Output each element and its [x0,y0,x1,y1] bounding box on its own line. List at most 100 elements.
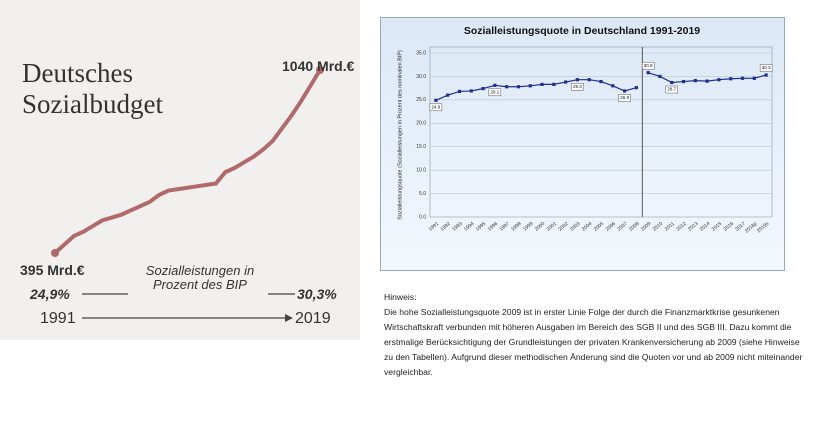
marker [540,82,544,86]
marker [528,84,532,88]
data-label: 28.7 [667,87,676,92]
series-line [435,79,637,101]
x-tick-label: 2012 [675,221,688,233]
x-tick-label: 1998 [510,221,523,233]
note: Hinweis: Die hohe Sozialleistungsquote 2… [384,290,804,380]
marker [587,78,591,82]
marker [481,87,485,91]
marker [516,85,521,89]
marker [658,74,662,79]
y-tick-label: 25.0 [416,97,426,103]
marker [457,89,462,94]
marker [493,83,497,87]
marker [705,79,709,83]
x-tick-label: 2004 [581,221,594,233]
y-tick-label: 15.0 [416,144,426,150]
x-tick-label: 2003 [569,221,582,233]
note-text: Die hohe Sozialleistungsquote 2009 ist i… [384,307,803,377]
label-box [429,103,443,112]
marker [717,78,721,82]
x-tick-label: 2011 [664,221,676,233]
x-tick-label: 2013 [687,221,700,233]
chart-title: Sozialleistungsquote in Deutschland 1991… [464,25,700,37]
line-plot [51,66,324,257]
x-tick-label: 2017 [734,221,747,233]
start-share: 24,9% [30,286,70,302]
marker [575,78,580,82]
label-box [641,61,655,70]
marker [646,71,650,75]
marker [752,76,756,80]
end-point [316,66,324,74]
chart-frame [380,17,785,271]
label-box [618,94,631,102]
data-label: 29.3 [573,84,582,89]
data-label: 26.9 [620,95,629,100]
y-tick-label: 10.0 [416,167,426,173]
x-tick-label: 2001 [546,221,559,233]
x-tick-label: 2010 [652,221,665,233]
x-tick-label: 2007 [616,221,629,233]
marker [564,80,568,84]
start-label: 395 Mrd.€ [20,262,85,278]
marker [681,79,686,84]
label-box [759,64,773,72]
marker [505,85,509,89]
x-tick-label: 1995 [475,221,488,233]
start-year: 1991 [40,310,76,327]
data-label: 28.1 [490,90,499,95]
marker [634,86,638,90]
x-tick-label: 2005 [593,221,606,233]
data-label: 24.9 [432,105,441,110]
marker [611,84,615,88]
end-label: 1040 Mrd.€ [282,58,355,74]
x-tick-label: 1993 [451,221,464,233]
chart: Sozialleistungsquote in Deutschland 1991… [380,17,785,271]
marker [729,77,733,81]
x-tick-label: 1994 [463,221,476,233]
x-tick-label: 2000 [534,221,547,233]
newspaper-chart: Deutsches Sozialbudget 1040 Mrd.€ 395 Mr… [0,0,360,340]
label-box [665,85,678,94]
y-tick-label: 30.0 [416,74,426,80]
y-tick-label: 5.0 [419,191,426,197]
data-label: 30.8 [644,63,653,68]
y-axis-label: Sozialleistungsquote (Sozialleistungen i… [397,50,403,220]
end-year: 2019 [295,310,331,327]
marker [670,80,674,85]
marker [764,73,768,77]
x-tick-label: 1996 [487,221,500,233]
x-tick-label: 2014 [699,221,712,233]
x-tick-label: 2009 [640,221,653,233]
x-tick-label: 2016 [722,221,735,233]
marker [434,98,438,102]
marker [446,93,450,97]
marker [622,89,627,93]
x-tick-label: 2006 [605,221,618,233]
x-tick-label: 2008 [628,221,641,233]
y-tick-label: 0.0 [419,214,426,220]
label-box [488,88,502,97]
marker [552,82,556,86]
x-tick-label: 1999 [522,221,535,233]
chart-title: Deutsches Sozialbudget [22,58,163,119]
x-tick-label: 2002 [557,221,570,233]
marker [469,89,473,93]
label-box [571,83,584,91]
sozialbudget-line [53,68,322,255]
y-tick-label: 35.0 [416,50,426,56]
x-tick-label: 1992 [439,221,452,233]
marker [740,76,745,80]
end-share: 30,3% [297,286,337,302]
note-heading: Hinweis: [384,292,417,302]
y-tick-label: 20.0 [416,121,426,127]
caption: Sozialleistungen in Prozent des BIP [145,263,255,292]
x-tick-label: 1997 [498,221,511,233]
x-tick-label: 1991 [428,221,441,233]
marker [599,79,603,84]
end-point [51,249,59,257]
x-tick-label: 2015 [711,221,724,233]
marker [693,79,697,83]
data-label: 30.3 [762,65,771,70]
